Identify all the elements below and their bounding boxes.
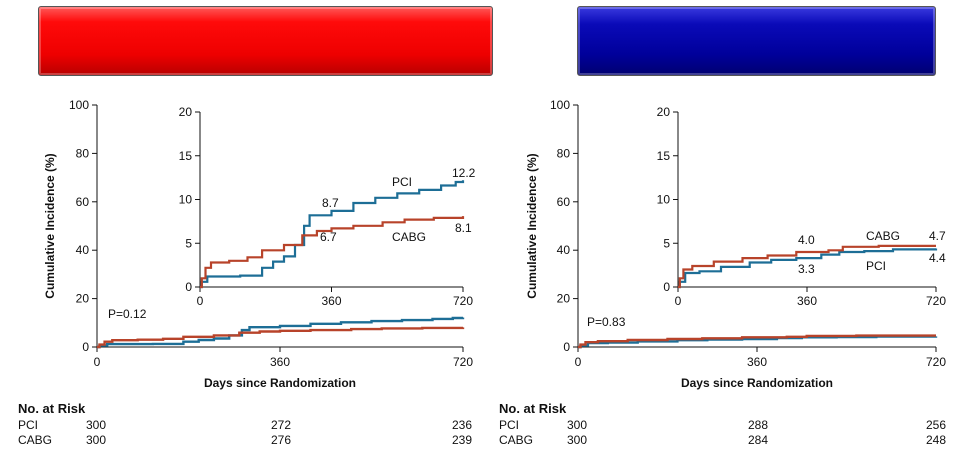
left-banner-red xyxy=(38,6,493,76)
left-risk-title: No. at Risk xyxy=(18,401,86,416)
left-inset-x-tick-label: 360 xyxy=(321,294,341,308)
right-y-axis-label: Cumulative Incidence (%) xyxy=(525,153,539,298)
left-y-axis-label: Cumulative Incidence (%) xyxy=(43,153,57,298)
right-main-y-tick-label: 80 xyxy=(557,146,571,160)
right-inset-y-tick-label: 0 xyxy=(663,280,670,294)
right-risk-pci-360: 288 xyxy=(748,418,769,432)
left-main-y-tick-label: 0 xyxy=(82,340,89,354)
right-inset-x-tick-label: 0 xyxy=(675,294,682,308)
left-inset-y-tick-label: 20 xyxy=(179,105,193,119)
right-risk-pci-720: 256 xyxy=(926,418,947,432)
right-risk-pci-0: 300 xyxy=(567,418,588,432)
right-risk-cabg-720: 248 xyxy=(926,433,947,447)
left-inset-y-tick-label: 5 xyxy=(185,236,192,250)
left-main-x-tick-label: 720 xyxy=(453,355,473,369)
left-inset-cabg-label: CABG xyxy=(392,230,426,244)
right-risk-cabg-0: 300 xyxy=(567,433,588,447)
right-inset-annotation-pci-720: 4.4 xyxy=(929,251,946,265)
right-inset-cabg-line xyxy=(678,244,936,289)
left-risk-cabg-720: 239 xyxy=(452,433,473,447)
right-p-value: P=0.83 xyxy=(587,315,626,329)
left-inset-pci-label: PCI xyxy=(392,175,412,189)
left-inset-x-tick-label: 720 xyxy=(453,294,473,308)
left-risk-row-label-cabg: CABG xyxy=(18,433,53,447)
left-risk-cabg-0: 300 xyxy=(86,433,107,447)
left-p-value: P=0.12 xyxy=(108,307,147,321)
right-inset-pci-line xyxy=(678,248,938,289)
right-inset-pci-label: PCI xyxy=(866,259,886,273)
left-risk-cabg-360: 276 xyxy=(271,433,292,447)
left-inset-pci-line xyxy=(200,180,465,289)
right-inset-cabg-label: CABG xyxy=(866,229,900,243)
right-x-axis-label: Days since Randomization xyxy=(681,376,833,390)
right-main-cabg-line xyxy=(578,334,936,349)
right-inset-y-tick-label: 20 xyxy=(657,105,671,119)
left-inset-cabg-line xyxy=(200,216,465,289)
left-main-x-tick-label: 360 xyxy=(270,355,290,369)
left-main-y-tick-label: 100 xyxy=(69,98,89,112)
left-inset-y-tick-label: 0 xyxy=(185,280,192,294)
left-main-x-tick-label: 0 xyxy=(94,355,101,369)
right-main-y-tick-label: 60 xyxy=(557,195,571,209)
right-main-x-tick-label: 0 xyxy=(575,355,582,369)
right-inset-y-tick-label: 15 xyxy=(657,149,671,163)
right-main-y-tick-label: 40 xyxy=(557,243,571,257)
left-main-y-tick-label: 40 xyxy=(76,243,90,257)
left-main-y-tick-label: 20 xyxy=(76,292,90,306)
left-main-y-tick-label: 60 xyxy=(76,195,90,209)
left-x-axis-label: Days since Randomization xyxy=(204,376,356,390)
right-risk-title: No. at Risk xyxy=(499,401,567,416)
right-main-y-tick-label: 20 xyxy=(557,292,571,306)
right-inset-annotation-cabg-360: 4.0 xyxy=(798,233,815,247)
right-inset-y-tick-label: 5 xyxy=(663,236,670,250)
left-main-pci-line xyxy=(97,316,465,349)
right-main-x-tick-label: 360 xyxy=(747,355,767,369)
left-inset-annotation-pci-360: 8.7 xyxy=(322,196,339,210)
right-inset-annotation-cabg-720: 4.7 xyxy=(929,229,946,243)
right-inset-y-tick-label: 10 xyxy=(657,193,671,207)
left-inset-annotation-pci-720: 12.2 xyxy=(452,166,476,180)
right-inset-annotation-pci-360: 3.3 xyxy=(798,262,815,276)
left-inset-x-tick-label: 0 xyxy=(197,294,204,308)
left-risk-pci-360: 272 xyxy=(271,418,292,432)
right-risk-cabg-360: 284 xyxy=(748,433,769,447)
right-main-y-tick-label: 0 xyxy=(563,340,570,354)
right-inset-x-tick-label: 360 xyxy=(797,294,817,308)
left-inset-annotation-cabg-720: 8.1 xyxy=(455,221,472,235)
right-banner-blue xyxy=(577,6,936,76)
left-inset-y-tick-label: 15 xyxy=(179,149,193,163)
right-risk-row-label-pci: PCI xyxy=(499,418,520,432)
left-risk-pci-0: 300 xyxy=(86,418,107,432)
right-main-x-tick-label: 720 xyxy=(926,355,946,369)
left-main-y-tick-label: 80 xyxy=(76,146,90,160)
left-inset-y-tick-label: 10 xyxy=(179,193,193,207)
left-risk-row-label-pci: PCI xyxy=(18,418,39,432)
right-risk-row-label-cabg: CABG xyxy=(499,433,534,447)
right-main-y-tick-label: 100 xyxy=(550,98,570,112)
right-inset-x-tick-label: 720 xyxy=(926,294,946,308)
left-main-cabg-line xyxy=(97,326,465,349)
left-risk-pci-720: 236 xyxy=(452,418,473,432)
left-inset-annotation-cabg-360: 6.7 xyxy=(320,230,337,244)
